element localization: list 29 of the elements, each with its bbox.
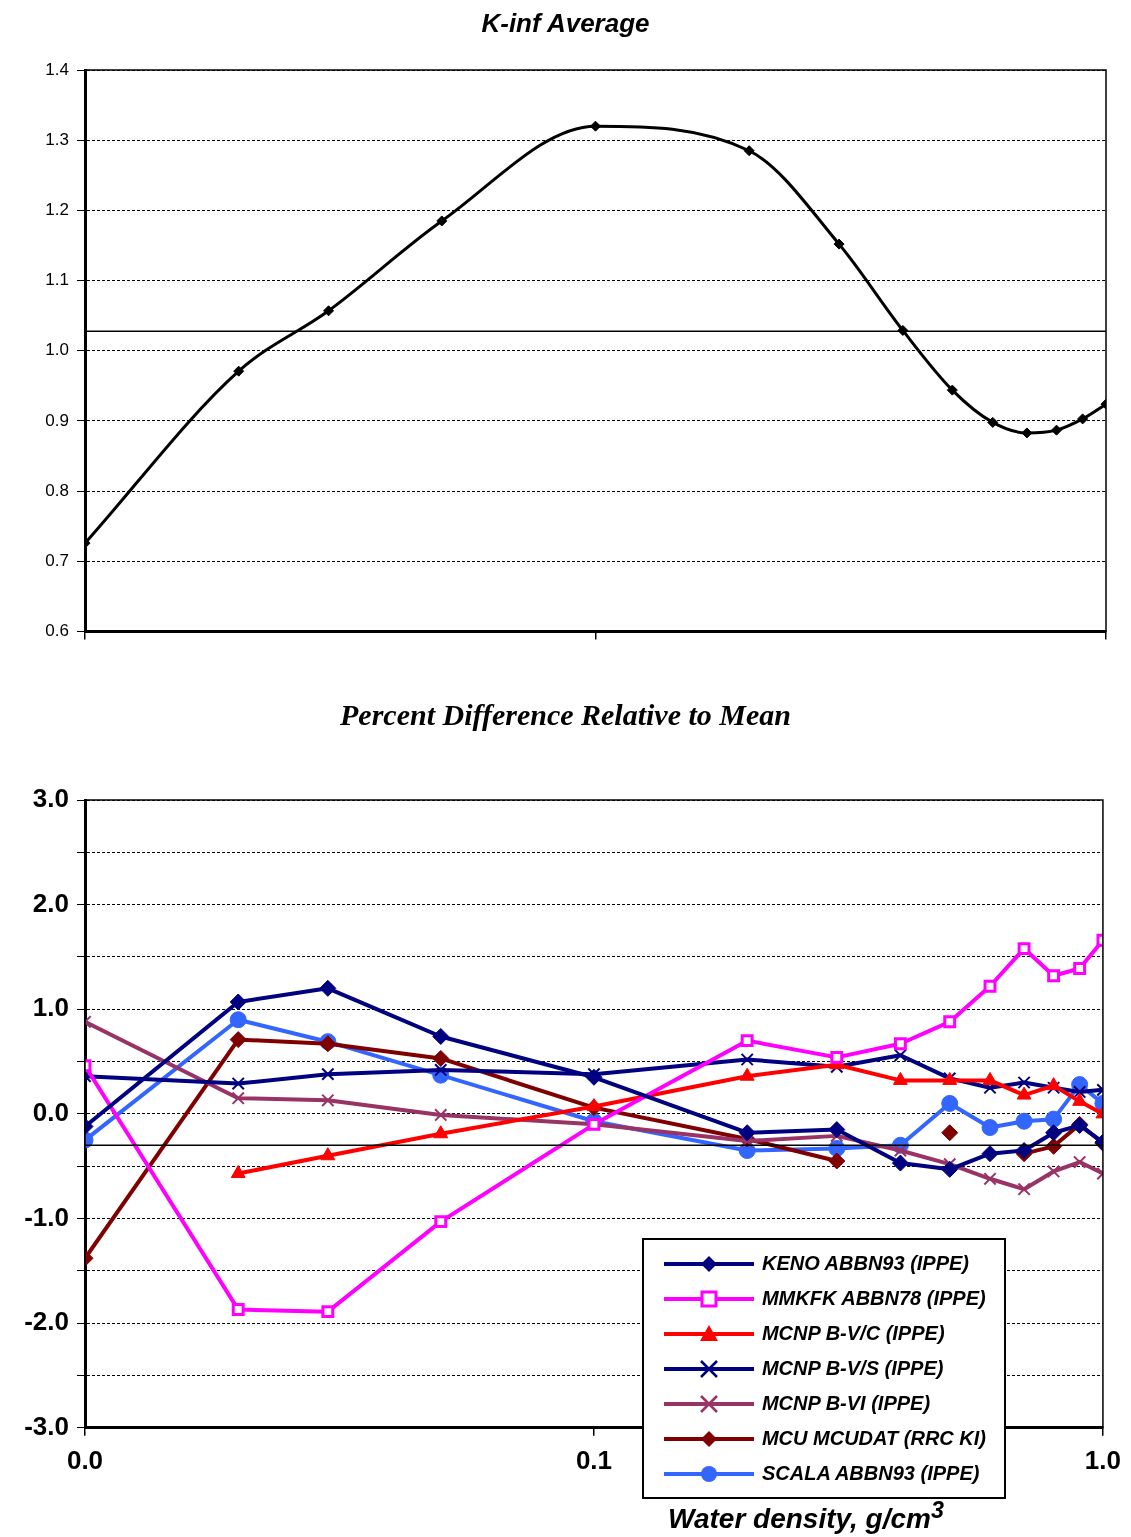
y-tick-label: 1.2 [45, 200, 69, 220]
legend-label: MMKFK ABBN78 (IPPE) [761, 1287, 986, 1310]
y-tick-label: -3.0 [24, 1410, 69, 1441]
y-tick-label: 0.0 [32, 1097, 69, 1128]
chart-title: Percent Difference Relative to Mean [339, 698, 792, 732]
legend-label: MCNP B-V/C (IPPE) [761, 1322, 945, 1345]
y-tick-label: 1.0 [32, 992, 69, 1023]
x-tick-label: 0.1 [575, 1444, 613, 1475]
x-tick-label: 0.0 [66, 1444, 104, 1475]
legend-label: MCNP B-VI (IPPE) [761, 1392, 931, 1415]
legend-label: MCU MCUDAT (RRC KI) [761, 1427, 986, 1450]
y-tick-label: 2.0 [32, 887, 69, 918]
y-tick-label: 1.3 [45, 129, 69, 149]
legend-label: MCNP B-V/S (IPPE) [761, 1357, 944, 1380]
x-axis-title: Water density, g/cm$^{3}$ [668, 1496, 944, 1535]
y-tick-label: 3.0 [32, 783, 69, 814]
y-tick-label: 1.0 [45, 340, 69, 360]
y-tick-label: 0.9 [45, 410, 69, 430]
y-tick-label: -1.0 [24, 1201, 69, 1232]
legend-label: KENO ABBN93 (IPPE) [761, 1252, 970, 1275]
y-tick-label: 0.7 [45, 551, 69, 571]
x-tick-label: 1.0 [1084, 1444, 1122, 1475]
y-tick-label: 0.6 [45, 621, 69, 641]
y-tick-label: 1.4 [45, 59, 69, 79]
chart-title: K-inf Average [480, 8, 651, 39]
y-tick-label: 1.1 [45, 270, 69, 290]
y-tick-label: 0.8 [45, 480, 69, 500]
y-tick-label: -2.0 [24, 1306, 69, 1337]
legend-label: SCALA ABBN93 (IPPE) [761, 1462, 980, 1485]
